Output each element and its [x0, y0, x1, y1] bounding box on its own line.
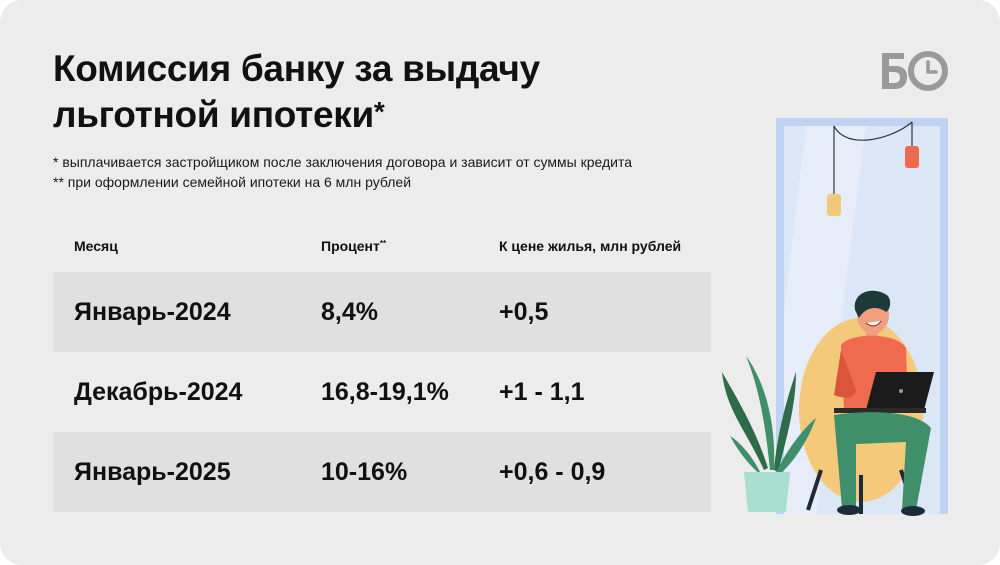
cell-price: +0,6 - 0,9 [499, 458, 606, 486]
lamp-red-icon [905, 146, 919, 168]
cell-percent: 10-16% [321, 458, 408, 486]
table-row: Январь-2025 10-16% +0,6 - 0,9 [53, 432, 711, 512]
table-header: Месяц Процент** К цене жилья, млн рублей [53, 230, 711, 272]
header-percent-label: Процент [321, 238, 380, 254]
shoe [901, 506, 925, 516]
footnote-1: * выплачивается застройщиком после заклю… [53, 154, 632, 170]
page-title: Комиссия банку за выдачу льготной ипотек… [53, 46, 613, 141]
plant-leaf [776, 418, 816, 474]
person-with-laptop-illustration [722, 118, 948, 516]
smile [865, 320, 882, 327]
title-footnote-marker: * [373, 96, 385, 127]
header-percent: Процент** [321, 238, 386, 254]
title-text: Комиссия банку за выдачу льготной ипотек… [53, 48, 540, 135]
cell-month: Декабрь-2024 [74, 378, 243, 406]
commission-table: Месяц Процент** К цене жилья, млн рублей… [53, 230, 711, 512]
plant-leaf [774, 372, 796, 472]
cell-price: +0,5 [499, 298, 549, 326]
footnote-2: ** при оформлении семейной ипотеки на 6 … [53, 174, 412, 190]
chair-leg [806, 469, 823, 511]
table-row: Декабрь-2024 16,8-19,1% +1 - 1,1 [53, 352, 711, 432]
shoe [837, 505, 861, 515]
cell-month: Январь-2025 [74, 458, 231, 486]
header-percent-marker: ** [379, 239, 387, 248]
trousers [834, 412, 931, 510]
plant-pot [744, 472, 790, 512]
plant-leaf [746, 356, 775, 470]
table-row: Январь-2024 8,4% +0,5 [53, 272, 711, 352]
bo-clock-logo-icon [882, 51, 948, 91]
cell-month: Январь-2024 [74, 298, 231, 326]
footnotes: * выплачивается застройщиком после заклю… [53, 152, 632, 192]
plant-leaf [730, 436, 762, 476]
lamp-wire [833, 121, 913, 141]
laptop-base [834, 408, 926, 413]
cell-price: +1 - 1,1 [499, 378, 585, 406]
hair [854, 290, 891, 318]
cell-percent: 8,4% [321, 298, 378, 326]
cell-percent: 16,8-19,1% [321, 378, 449, 406]
plant-leaf [722, 372, 768, 470]
header-month: Месяц [74, 238, 118, 254]
lamp-yellow-icon [827, 194, 841, 216]
arm-left [834, 350, 856, 398]
header-price: К цене жилья, млн рублей [499, 238, 682, 254]
